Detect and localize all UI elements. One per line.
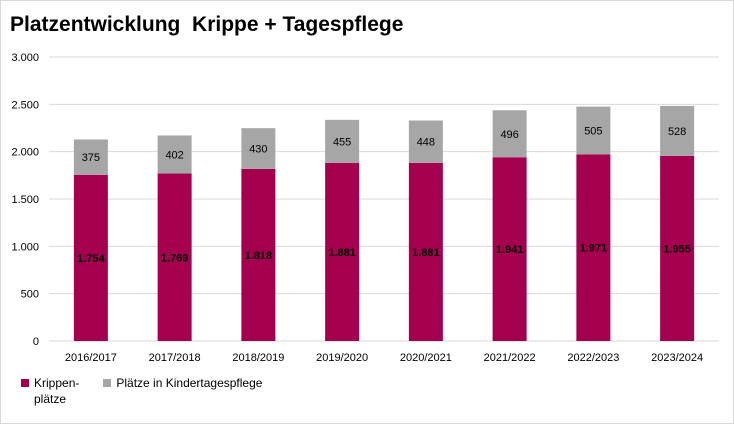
x-tick-label: 2022/2023 <box>567 352 619 364</box>
data-label: 1.955 <box>663 243 691 255</box>
y-tick-label: 0 <box>33 336 39 348</box>
x-tick-label: 2018/2019 <box>232 352 284 364</box>
data-label: 455 <box>333 136 351 148</box>
data-label: 528 <box>668 126 686 138</box>
y-tick-label: 500 <box>21 289 39 301</box>
legend-label-tagespflege: Plätze in Kindertagespflege <box>116 376 263 390</box>
data-label: 1.881 <box>412 247 440 259</box>
data-label: 505 <box>584 126 602 138</box>
y-tick-label: 1.500 <box>11 194 39 206</box>
data-label: 430 <box>249 144 267 156</box>
y-tick-label: 2.500 <box>11 99 39 111</box>
chart-title: Platzentwicklung Krippe + Tagespflege <box>10 13 404 36</box>
bar-krippenplaetze <box>660 155 695 341</box>
y-tick-label: 2.000 <box>11 147 39 159</box>
x-tick-label: 2021/2022 <box>484 352 536 364</box>
legend-swatch-tagespflege <box>103 379 112 387</box>
data-label: 375 <box>82 152 100 164</box>
bar-tagespflege <box>241 128 276 169</box>
bar-krippenplaetze <box>157 173 192 341</box>
data-label: 1.818 <box>245 250 273 262</box>
legend-swatch-krippenplaetze <box>21 379 29 387</box>
y-tick-label: 1.000 <box>11 241 39 253</box>
data-label: 1.941 <box>496 244 524 256</box>
legend: Krippen- plätze Plätze in Kindertagespfl… <box>21 375 262 407</box>
x-tick-label: 2020/2021 <box>400 352 452 364</box>
legend-item-tagespflege: Plätze in Kindertagespflege <box>103 375 262 407</box>
data-label: 496 <box>500 129 518 141</box>
bar-krippenplaetze <box>576 154 611 341</box>
data-label: 1.881 <box>328 247 356 259</box>
bar-krippenplaetze <box>492 157 527 341</box>
bar-tagespflege <box>660 105 695 156</box>
x-tick-label: 2017/2018 <box>149 352 201 364</box>
x-tick-label: 2019/2020 <box>316 352 368 364</box>
bar-tagespflege <box>73 139 108 175</box>
legend-label-krippenplaetze: Krippen- plätze <box>34 376 80 406</box>
x-tick-label: 2016/2017 <box>65 352 117 364</box>
bar-krippenplaetze <box>325 162 360 341</box>
bar-tagespflege <box>325 119 360 163</box>
data-label: 1.769 <box>161 252 189 264</box>
bar-tagespflege <box>492 110 527 158</box>
data-label: 448 <box>417 137 435 149</box>
x-tick-label: 2023/2024 <box>651 352 703 364</box>
bar-tagespflege <box>408 120 443 163</box>
data-label: 402 <box>165 150 183 162</box>
y-tick-label: 3.000 <box>11 52 39 64</box>
bar-tagespflege <box>576 106 611 155</box>
data-label: 1.754 <box>77 253 105 265</box>
legend-item-krippenplaetze: Krippen- plätze <box>21 375 79 407</box>
bar-krippenplaetze <box>73 174 108 341</box>
bar-tagespflege <box>157 135 192 174</box>
bar-krippenplaetze <box>241 168 276 341</box>
data-label: 1.971 <box>580 243 608 255</box>
bar-krippenplaetze <box>408 162 443 341</box>
